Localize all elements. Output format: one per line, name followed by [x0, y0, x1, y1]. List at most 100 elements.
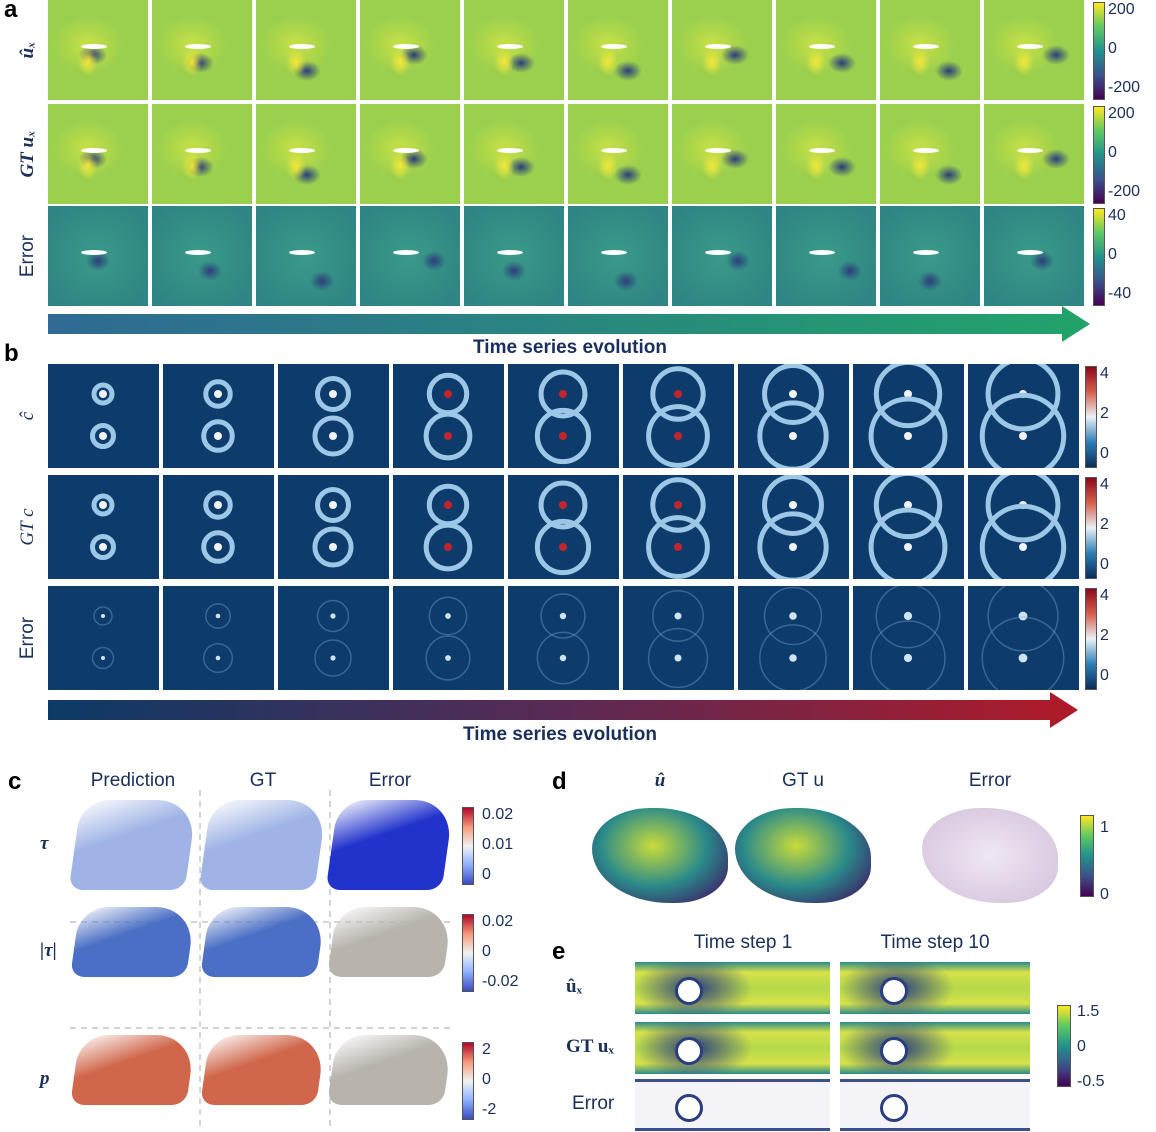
airfoil — [601, 44, 627, 49]
cylinder — [675, 1037, 703, 1065]
airfoil — [1017, 250, 1043, 255]
column-header: GT u — [782, 770, 824, 791]
airfoil — [497, 148, 523, 153]
cylinder — [675, 1094, 703, 1122]
ring — [315, 487, 351, 523]
row-label: GT uₓ — [17, 130, 38, 178]
colorbar-tick-label: 0 — [1077, 1038, 1086, 1055]
ring — [762, 364, 824, 425]
cylinder — [675, 977, 703, 1005]
airfoil — [393, 44, 419, 49]
core — [903, 611, 913, 621]
panel-label: e — [552, 938, 566, 965]
airfoil — [809, 250, 835, 255]
ring — [650, 477, 706, 533]
core — [789, 501, 797, 509]
ring — [93, 606, 113, 626]
concentration-snapshot — [853, 475, 964, 579]
ring — [757, 511, 829, 579]
ring — [646, 515, 710, 579]
core — [444, 501, 452, 509]
colorbar-tick-label: 200 — [1108, 105, 1135, 122]
core — [99, 432, 107, 440]
colorbar-tick-label: -0.5 — [1077, 1073, 1105, 1090]
field-snapshot — [152, 104, 252, 204]
concentration-snapshot — [163, 364, 274, 468]
airfoil — [809, 44, 835, 49]
field-snapshot — [256, 0, 356, 100]
ring — [873, 475, 943, 540]
ring — [423, 411, 473, 461]
ring — [425, 635, 471, 681]
concentration-snapshot — [393, 475, 504, 579]
cylinder — [880, 1037, 908, 1065]
concentration-snapshot — [853, 586, 964, 690]
car-model — [70, 907, 196, 977]
field-snapshot — [152, 206, 252, 306]
ring — [868, 507, 948, 579]
colorbar-tick-label: 0.02 — [482, 913, 514, 930]
airfoil — [1017, 148, 1043, 153]
colorbar-tick-label: 4 — [1100, 587, 1109, 604]
core — [904, 432, 912, 440]
field-snapshot — [464, 0, 564, 100]
column-header: Time step 10 — [880, 932, 990, 953]
field-snapshot — [984, 206, 1084, 306]
colorbar-tick-label: 0 — [1100, 886, 1109, 903]
velocity-cloud — [592, 808, 728, 903]
column-header: Error — [368, 770, 412, 791]
core — [789, 432, 797, 440]
airfoil — [289, 148, 315, 153]
ring — [870, 620, 946, 690]
field-snapshot — [880, 206, 980, 306]
ring — [201, 530, 235, 564]
field-snapshot — [360, 0, 460, 100]
colorbar — [1080, 815, 1094, 897]
ring — [540, 593, 586, 639]
colorbar-tick-label: 40 — [1108, 207, 1126, 224]
row-label: ĉ — [17, 411, 38, 421]
ring — [650, 366, 706, 422]
field-snapshot — [256, 206, 356, 306]
concentration-snapshot — [278, 586, 389, 690]
core — [789, 612, 797, 620]
panel-label: b — [4, 340, 19, 367]
colorbar — [1093, 106, 1105, 204]
field-snapshot — [464, 206, 564, 306]
core — [445, 613, 451, 619]
field-snapshot — [152, 0, 252, 100]
ring — [90, 423, 116, 449]
ring — [428, 596, 468, 636]
core — [214, 390, 222, 398]
ring — [868, 396, 948, 468]
field-snapshot — [568, 0, 668, 100]
column-header: Prediction — [90, 770, 176, 791]
field-snapshot — [48, 206, 148, 306]
ring — [979, 392, 1067, 468]
ring — [312, 415, 354, 457]
velocity-cloud — [922, 808, 1058, 903]
field-snapshot — [880, 0, 980, 100]
velocity-cloud — [735, 808, 871, 903]
car-model — [325, 800, 455, 890]
ring — [763, 586, 823, 646]
ring — [90, 534, 116, 560]
ring — [873, 364, 943, 429]
core — [99, 390, 107, 398]
field-snapshot — [464, 104, 564, 204]
colorbar-tick-label: 1 — [1100, 819, 1109, 836]
concentration-snapshot — [48, 364, 159, 468]
panel-label: c — [8, 768, 22, 795]
concentration-snapshot — [48, 586, 159, 690]
colorbar-tick-label: 0.02 — [482, 806, 514, 823]
core — [674, 432, 682, 440]
ring — [647, 627, 709, 689]
row-label: Error — [17, 616, 38, 660]
airfoil — [913, 44, 939, 49]
ring — [205, 603, 231, 629]
colorbar-tick-label: 0 — [1100, 445, 1109, 462]
core — [215, 655, 221, 661]
flow-snapshot — [840, 962, 1030, 1014]
